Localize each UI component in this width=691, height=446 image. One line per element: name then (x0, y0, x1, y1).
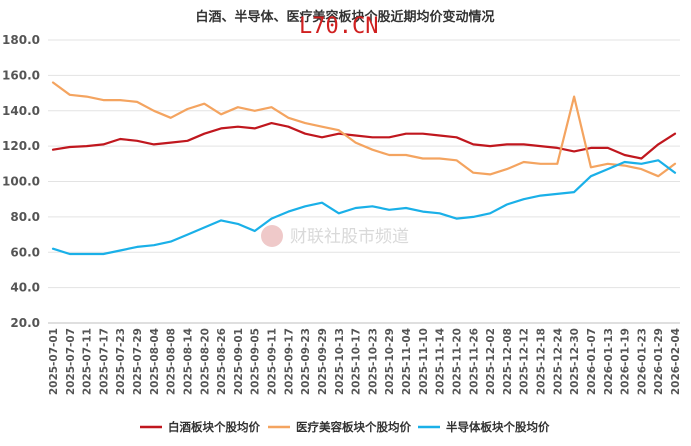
x-tick-label: 2025-09-29 (317, 328, 329, 395)
y-tick-label: 160.0 (2, 68, 40, 82)
x-tick-label: 2025-12-18 (536, 328, 548, 395)
x-tick-label: 2025-08-20 (199, 328, 211, 395)
legend-entry: 半导体板块个股均价 (446, 420, 550, 434)
x-tick-label: 2025-11-20 (451, 328, 463, 395)
x-tick-label: 2025-07-11 (82, 328, 94, 395)
x-tick-label: 2025-08-14 (182, 328, 194, 395)
y-tick-label: 60.0 (10, 245, 40, 259)
x-tick-label: 2025-11-04 (401, 328, 413, 395)
x-tick-label: 2025-09-11 (267, 328, 279, 395)
overlay-stamp-text: L70.CN (299, 14, 378, 39)
y-tick-label: 140.0 (2, 104, 40, 118)
x-tick-label: 2025-08-04 (149, 328, 161, 395)
y-tick-label: 120.0 (2, 139, 40, 153)
x-tick-label: 2025-12-24 (552, 328, 564, 395)
x-tick-label: 2025-08-26 (216, 328, 228, 395)
x-tick-label: 2025-07-17 (98, 328, 110, 395)
x-tick-label: 2025-07-29 (132, 328, 144, 395)
x-tick-label: 2026-02-04 (670, 328, 682, 395)
x-tick-label: 2025-12-08 (502, 328, 514, 395)
x-tick-label: 2025-07-07 (65, 328, 77, 395)
x-tick-label: 2025-12-12 (519, 328, 531, 395)
x-tick-label: 2026-01-23 (636, 328, 648, 395)
x-tick-label: 2025-09-17 (283, 328, 295, 395)
legend-entry: 白酒板块个股均价 (168, 420, 260, 434)
x-tick-label: 2025-10-13 (334, 328, 346, 395)
x-tick-label: 2025-07-23 (115, 328, 127, 395)
x-tick-label: 2026-01-19 (620, 328, 632, 395)
y-tick-label: 180.0 (2, 33, 40, 47)
y-tick-label: 100.0 (2, 175, 40, 189)
x-tick-label: 2025-10-17 (351, 328, 363, 395)
watermark-text: 财联社股市频道 (290, 227, 409, 247)
y-tick-label: 20.0 (10, 316, 40, 330)
y-tick-label: 40.0 (10, 281, 40, 295)
x-tick-label: 2025-12-30 (569, 328, 581, 395)
grid-lines (48, 39, 680, 324)
watermark-logo-icon (261, 225, 283, 247)
baijiu-series-line (51, 121, 677, 160)
medical-beauty-series-line (51, 81, 677, 178)
x-tick-label: 2025-08-08 (166, 328, 178, 395)
x-tick-label: 2025-09-01 (233, 328, 245, 395)
legend-entry: 医疗美容板块个股均价 (296, 420, 411, 434)
x-tick-label: 2025-11-14 (435, 328, 447, 395)
x-tick-label: 2025-11-10 (418, 328, 430, 395)
x-tick-label: 2025-12-02 (485, 328, 497, 395)
x-tick-label: 2025-07-01 (48, 328, 60, 395)
chart-title: 白酒、半导体、医疗美容板块个股近期均价变动情况 (195, 9, 494, 25)
x-tick-label: 2026-01-29 (653, 328, 665, 395)
x-tick-label: 2025-11-26 (468, 328, 480, 395)
semiconductor-series-line (51, 159, 677, 256)
x-tick-label: 2026-01-13 (603, 328, 615, 395)
x-tick-label: 2025-09-23 (300, 328, 312, 395)
x-tick-label: 2025-10-23 (367, 328, 379, 395)
x-tick-label: 2026-01-07 (586, 328, 598, 395)
x-tick-label: 2025-09-05 (250, 328, 262, 395)
y-tick-label: 80.0 (10, 210, 40, 224)
x-tick-label: 2025-10-29 (384, 328, 396, 395)
